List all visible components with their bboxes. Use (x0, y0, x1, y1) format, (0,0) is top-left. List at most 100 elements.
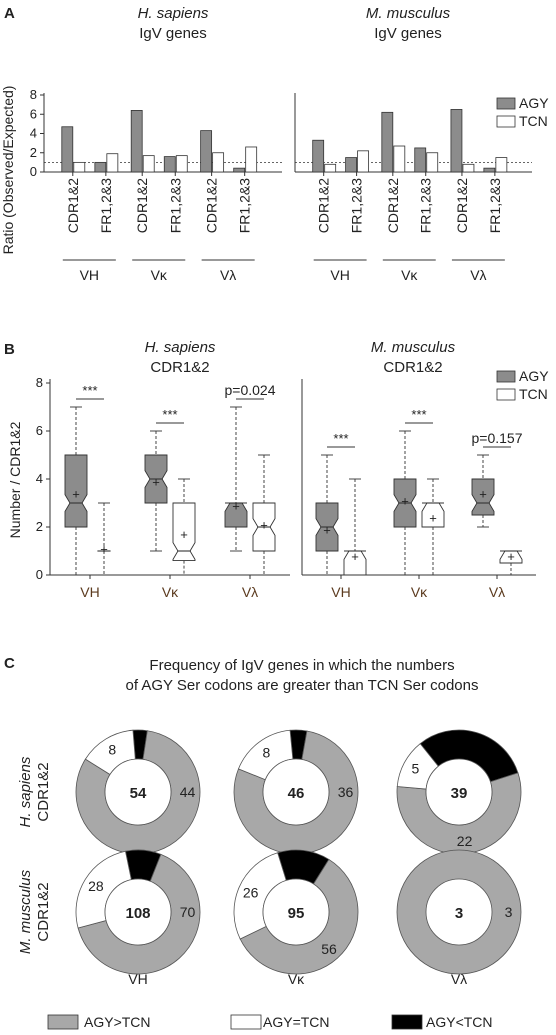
panel-c-donut-5-slice-agygttcn-outline (396, 849, 522, 975)
panel-a-y-tick-label-1: 2 (30, 145, 37, 160)
panel-a-x-tick-label-0-0: CDR1&2 (65, 178, 81, 233)
panel-b-box-0-2-agy-box (224, 502, 248, 528)
panel-a-hs-subtitle: IgV genes (139, 25, 207, 42)
legend-b-agy-label: AGY (519, 368, 549, 384)
panel-b-y-axis-label: Number / CDR1&2 (7, 421, 23, 538)
panel-c-donut-0-slice-agyeqtcn-label: 8 (108, 742, 116, 758)
legend-b-tcn-label: TCN (519, 386, 548, 402)
panel-a-x-tick-label-1-5: FR1,2&3 (487, 178, 503, 233)
panel-c-donut-1-total: 46 (288, 785, 305, 802)
panel-a-group-label-1-2: Vλ (470, 267, 486, 283)
panel-a-x-tick-label-0-2: CDR1&2 (134, 178, 150, 233)
panel-c-donut-3-total: 108 (125, 905, 150, 922)
panel-c-donut-2-slice-agyeqtcn-label: 5 (411, 761, 419, 777)
panel-b-box-0-1-agy-mean-marker: + (152, 474, 160, 489)
panel-c-donut-4-total: 95 (288, 905, 305, 922)
panel-a-y-tick-label-0: 0 (30, 164, 37, 179)
panel-b-hs-subtitle: CDR1&2 (150, 359, 209, 376)
panel-c-row1-region: CDR1&2 (35, 762, 52, 821)
panel-c-donut-5-slice-agygttcn-label: 3 (505, 904, 513, 920)
panel-a-bar-0-3-agy (163, 156, 176, 173)
panel-c-col-vk: Vκ (288, 971, 305, 987)
panel-b-box-0-0-agy-box (64, 454, 88, 528)
panel-a-letter: A (4, 5, 15, 22)
panel-a-bar-1-1-agy (345, 157, 358, 173)
panel-a-x-tick-label-1-3: FR1,2&3 (418, 178, 434, 233)
panel-c-row2-region: CDR1&2 (35, 882, 52, 941)
panel-c-donut-0-hole (104, 758, 172, 826)
panel-c-donut-0-slice-agygttcn-label: 44 (180, 784, 196, 800)
panel-a-mm-subtitle: IgV genes (374, 25, 442, 42)
panel-a-group-label-1-0: VH (330, 267, 349, 283)
panel-a-hs-title: H. sapiens (138, 5, 209, 22)
panel-c-donut-3-slice-agyeqtcn-label: 28 (88, 878, 104, 894)
panel-a-bar-0-5-tcn (245, 146, 258, 173)
panel-c-col-vh: VH (128, 971, 147, 987)
panel-a-bar-0-4-tcn (212, 152, 225, 173)
panel-a-bar-1-2-agy (381, 111, 394, 173)
panel-b-box-0-2-agy-mean-marker: + (232, 498, 240, 513)
panel-b-box-1-2-agy-box (471, 478, 495, 516)
panel-c-donut-5-hole (425, 878, 493, 946)
panel-b-box-0-1-tcn-box (172, 502, 196, 562)
panel-a-bar-1-2-tcn (393, 145, 406, 173)
panel-c-donut-5-total: 3 (455, 905, 463, 922)
panel-a-bar-1-5-agy (483, 167, 496, 173)
panel-b-box-1-1-tcn-mean-marker: + (429, 510, 437, 525)
panel-b-mm-subtitle: CDR1&2 (383, 359, 442, 376)
panel-a-y-axis-label: Ratio (Observed/Expected) (0, 86, 16, 255)
legend-c-less-swatch (391, 1014, 423, 1030)
panel-a-bar-0-1-agy (94, 161, 107, 173)
panel-c-donut-5-slice-agygttcn (397, 850, 521, 974)
panel-b-box-0-0-tcn-mean-marker: + (100, 542, 108, 557)
panel-b-box-0-0-agy-mean-marker: + (72, 486, 80, 501)
legend-c-equal-swatch (230, 1014, 262, 1030)
panel-b-x-tick-label-1-2: Vλ (489, 584, 505, 600)
panel-c-donut-1-slice-agyeqtcn-label: 8 (262, 744, 270, 760)
panel-b-y-tick-label-0: 0 (36, 567, 43, 582)
panel-a-y-tick-label-2: 4 (30, 126, 37, 141)
panel-b-letter: B (4, 341, 15, 358)
panel-a-bar-0-5-agy (233, 167, 246, 173)
panel-a-bar-0-2-tcn (142, 155, 155, 173)
panel-a-x-tick-label-0-1: FR1,2&3 (98, 178, 114, 233)
panel-b-sig-label-1-2: p=0.157 (472, 430, 523, 446)
panel-b-box-1-0-agy-mean-marker: + (323, 522, 331, 537)
panel-b-sig-label-0-2: p=0.024 (225, 382, 276, 398)
panel-a-bar-1-0-tcn (324, 163, 337, 173)
panel-b-mm-title: M. musculus (371, 339, 456, 356)
panel-b-y-tick-label-1: 2 (36, 519, 43, 534)
panel-a-x-tick-label-0-5: FR1,2&3 (237, 178, 253, 233)
panel-a-y-tick-label-3: 6 (30, 106, 37, 121)
legend-c-less-label: AGY<TCN (426, 1014, 493, 1030)
panel-a-x-tick-label-1-4: CDR1&2 (454, 178, 470, 233)
panel-a-x-tick-label-1-1: FR1,2&3 (349, 178, 365, 233)
panel-a-y-tick-label-4: 8 (30, 87, 37, 102)
panel-b-box-0-2-tcn-mean-marker: + (260, 518, 268, 533)
panel-a-bar-0-1-tcn (106, 153, 119, 173)
panel-b-x-tick-label-0-1: Vκ (162, 584, 179, 600)
panel-b-x-tick-label-1-0: VH (331, 584, 350, 600)
panel-a-bar-1-5-tcn (495, 157, 508, 173)
legend-c-greater-label: AGY>TCN (84, 1014, 151, 1030)
panel-a-bar-1-3-agy (414, 147, 427, 173)
panel-b-box-1-1-agy-mean-marker: + (401, 494, 409, 509)
panel-a-bar-1-4-tcn (462, 163, 475, 173)
panel-c-donut-3-hole (104, 878, 172, 946)
legend-c-greater-swatch (47, 1014, 79, 1030)
legend-a-tcn-swatch (496, 115, 516, 128)
panel-b-x-tick-label-0-2: Vλ (242, 584, 258, 600)
panel-a-bar-chart: 0 2 4 6 8 CDR1&2 FR1,2&3 CDR1&2 FR1,2&3 CDR1&2 FR1… (30, 87, 532, 283)
panel-c-donut-2-total: 39 (451, 785, 468, 802)
panel-b-sig-label-0-0: *** (82, 383, 97, 398)
panel-a-mm-title: M. musculus (366, 5, 451, 22)
legend-b-tcn-swatch (496, 388, 516, 401)
panel-a-group-label-0-2: Vλ (220, 267, 236, 283)
panel-b-box-1-1-tcn-box (421, 502, 445, 528)
panel-b-y-tick-label-3: 6 (36, 423, 43, 438)
panel-b-box-1-2-tcn-box (499, 550, 523, 564)
panel-c-donut-1-slice-agygttcn-label: 36 (338, 784, 354, 800)
panel-a-group-label-1-1: Vκ (401, 267, 418, 283)
panel-b-y-tick-label-2: 4 (36, 471, 43, 486)
